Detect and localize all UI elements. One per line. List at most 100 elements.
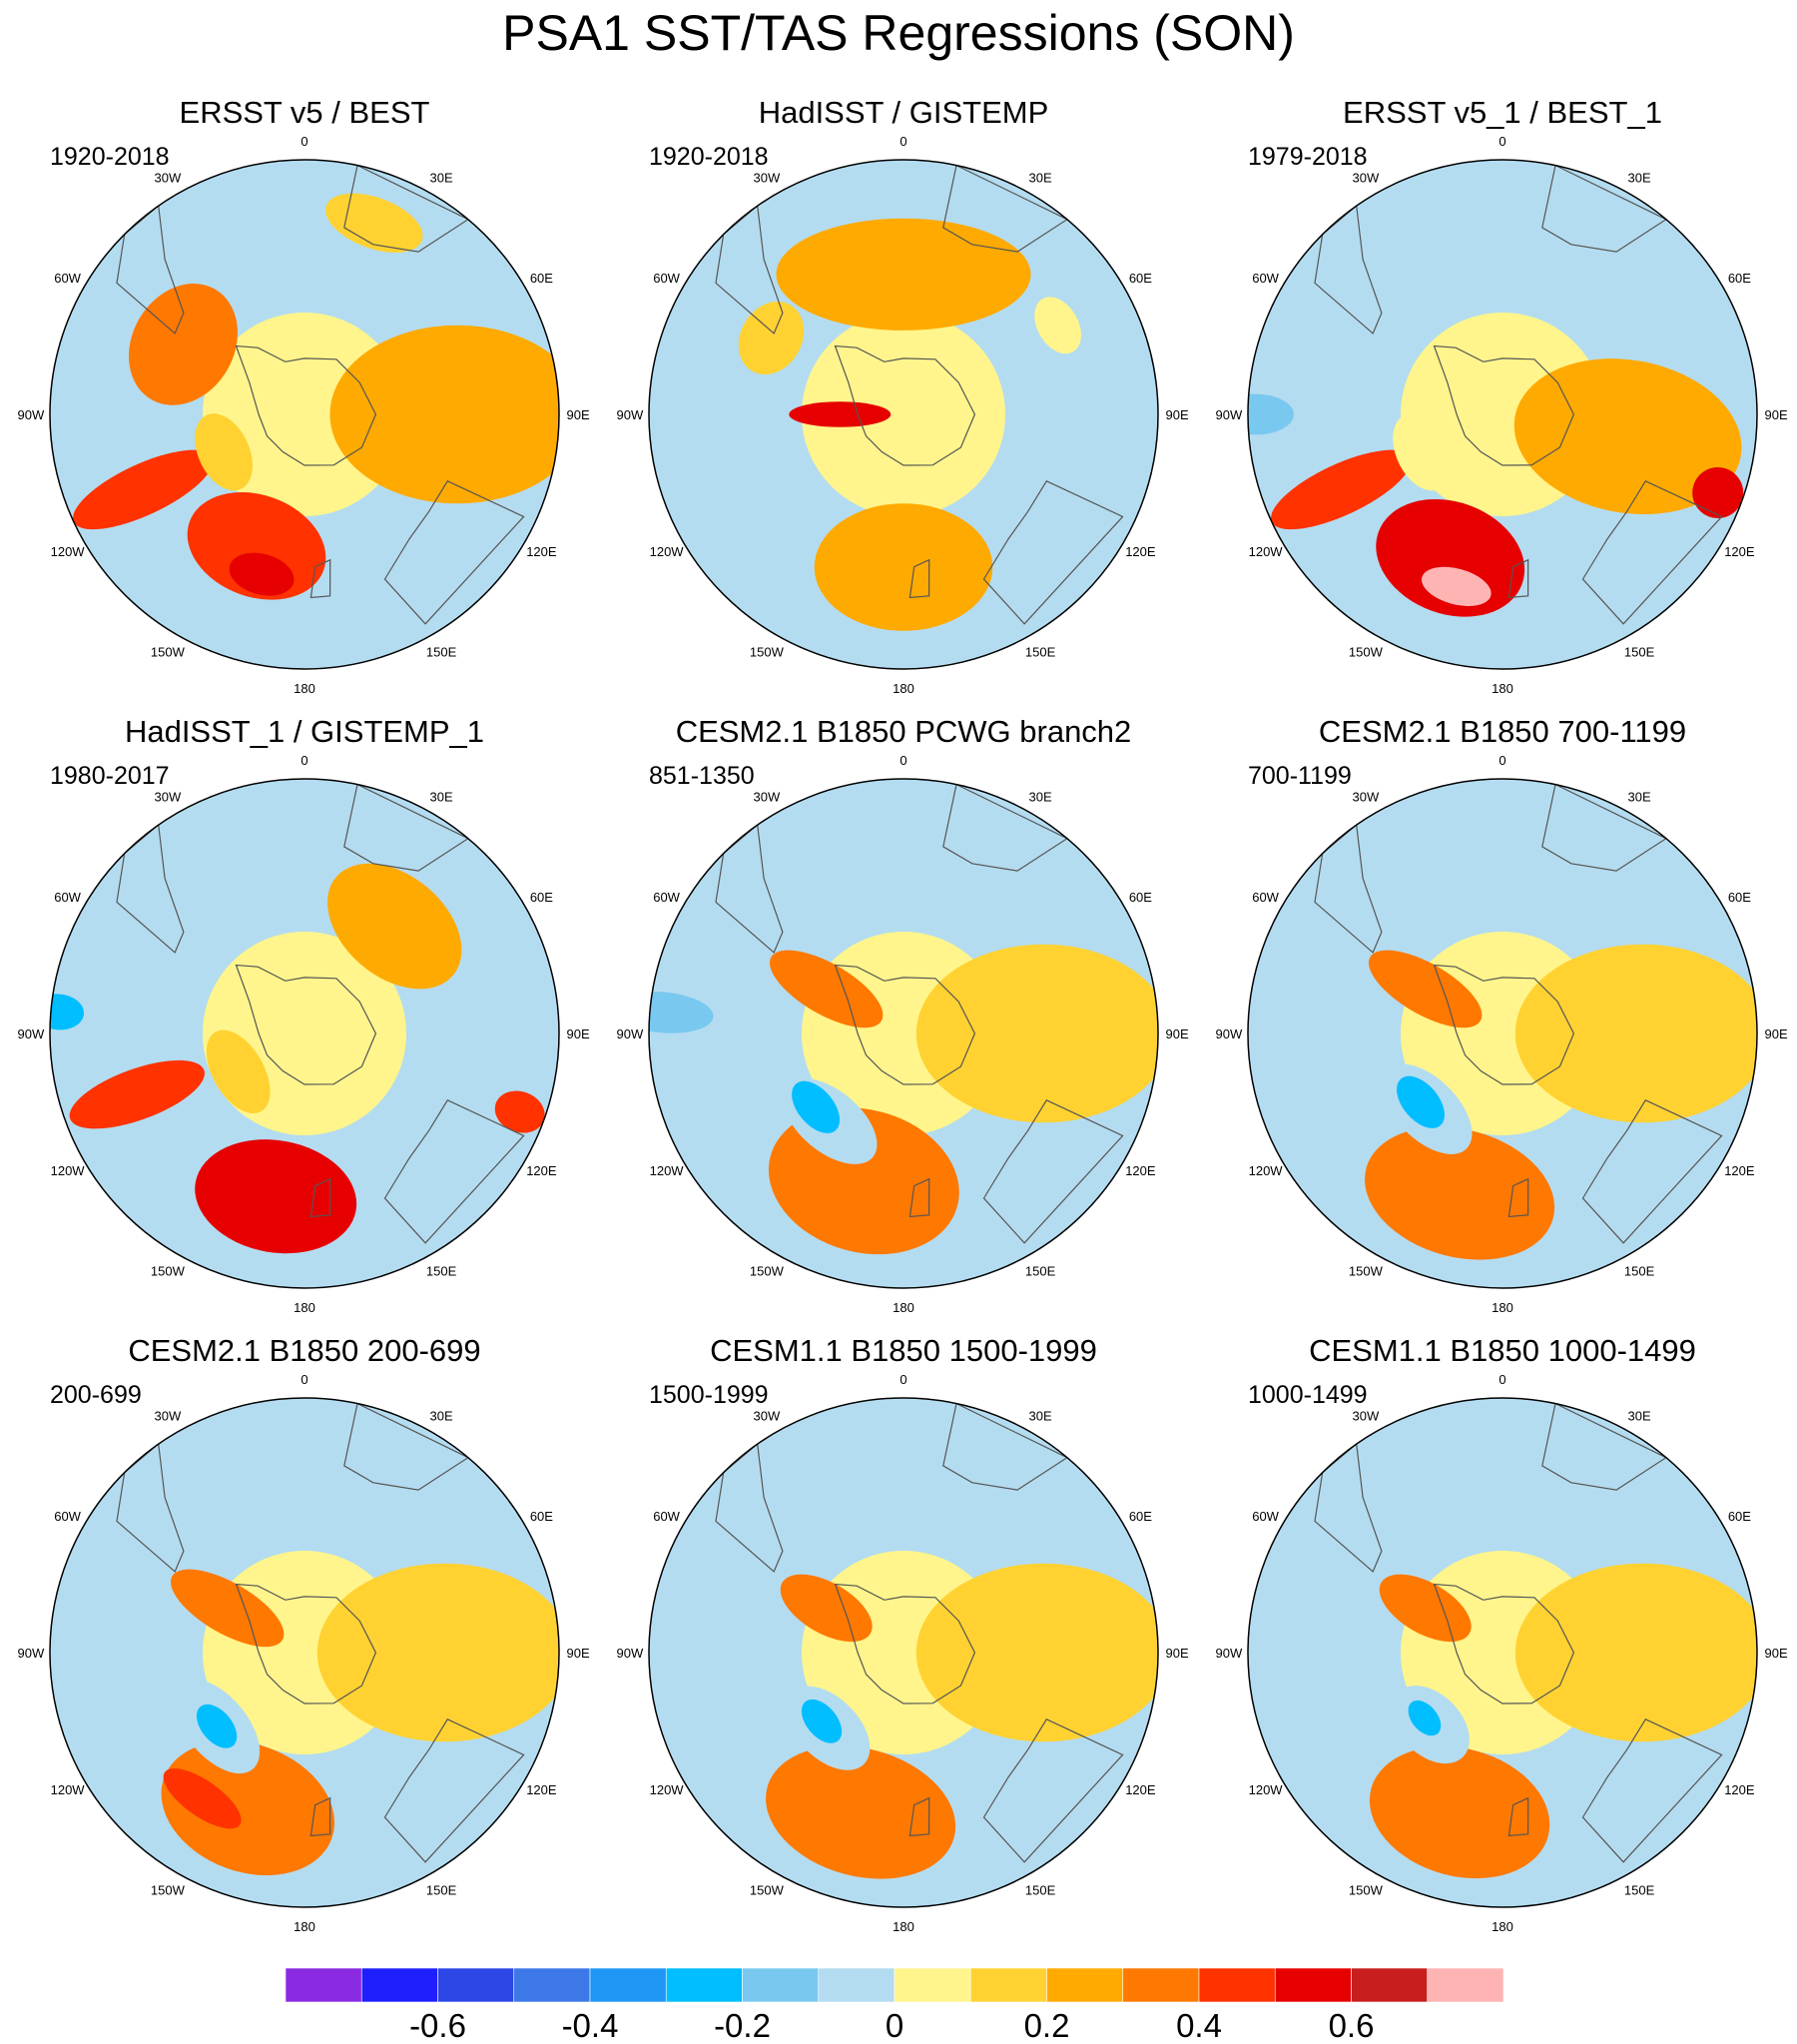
map-border [648, 778, 1159, 1289]
anomaly-blob [769, 950, 884, 1028]
colorbar-label: 0.6 [1329, 2007, 1375, 2042]
map-border [648, 1397, 1159, 1908]
longitude-label: 120E [526, 1163, 557, 1178]
longitude-label: 150W [1349, 1882, 1384, 1897]
longitude-label: 120E [1724, 1782, 1755, 1797]
new-zealand-outline [309, 1177, 331, 1218]
africa-outline [942, 1402, 1069, 1491]
antarctica-outline [834, 1583, 976, 1704]
anomaly-blob [196, 1703, 238, 1748]
longitude-label: 30E [1029, 1409, 1052, 1424]
anomaly-blob [1271, 449, 1412, 530]
longitude-label: 120W [51, 1163, 86, 1178]
colorbar-swatch [818, 1967, 896, 2003]
australia-outline [982, 480, 1124, 625]
longitude-label: 30W [754, 790, 781, 805]
longitude-label: 150E [426, 1882, 457, 1897]
new-zealand-outline [309, 558, 331, 599]
anomaly-blob [1692, 467, 1744, 518]
longitude-label: 120W [1249, 544, 1284, 559]
longitude-label: 150E [1624, 644, 1655, 659]
anomaly-blob [792, 1080, 841, 1133]
colorbar-swatch [665, 1967, 743, 2003]
longitude-label: 180 [1492, 681, 1513, 696]
anomaly-blob [1513, 358, 1742, 515]
colorbar-swatch [969, 1967, 1047, 2003]
longitude-label: 180 [893, 1919, 914, 1934]
polar-map: 0 30E 60E 90E 120E 150E 180 150W 120W 90W 60W 30W [1216, 753, 1788, 1315]
colorbar-label: 0.2 [1024, 2007, 1070, 2042]
longitude-label: 150E [1025, 1882, 1056, 1897]
anomaly-blob [1514, 944, 1757, 1123]
longitude-label: 90E [1765, 1026, 1788, 1041]
anomaly-blob [801, 1699, 843, 1743]
map-border [648, 159, 1159, 670]
africa-outline [1541, 783, 1668, 872]
anomaly-blob [1365, 1126, 1555, 1260]
panel-title: HadISST_1 / GISTEMP_1 [124, 714, 485, 749]
anomaly-blob [1034, 297, 1081, 354]
longitude-label: 60W [54, 1509, 81, 1524]
map-panel: HadISST / GISTEMP 1920-2018 0 30E 60E 90E 120E… [604, 95, 1203, 714]
longitude-label: 180 [1492, 1300, 1513, 1315]
map-border [1247, 159, 1758, 670]
anomaly-blob [50, 994, 85, 1030]
panel-period: 851-1350 [649, 762, 755, 790]
longitude-label: 90E [1765, 1646, 1788, 1661]
longitude-label: 30E [430, 171, 453, 186]
africa-outline [1541, 164, 1668, 253]
panel-title: CESM1.1 B1850 1000-1499 [1309, 1333, 1696, 1368]
anomaly-blob [649, 992, 714, 1033]
regression-field [649, 160, 1158, 669]
anomaly-blob [325, 193, 423, 253]
anomaly-blob [1248, 1013, 1312, 1054]
longitude-label: 120E [1724, 544, 1755, 559]
polar-map: 0 30E 60E 90E 120E 150E 180 150W 120W 90W 60W 30W [617, 753, 1189, 1315]
anomaly-blob [170, 1569, 285, 1648]
longitude-label: 30W [155, 1409, 182, 1424]
panel-period: 700-1199 [1248, 762, 1352, 790]
longitude-label: 0 [899, 134, 906, 149]
anomaly-blob [161, 1740, 335, 1876]
colorbar: -0.6 -0.4 -0.2 0 0.2 0.4 0.6 [286, 1967, 1504, 2042]
longitude-label: 30W [1353, 790, 1380, 805]
longitude-label: 180 [294, 681, 315, 696]
map-border [1247, 778, 1758, 1289]
longitude-label: 150W [750, 1882, 785, 1897]
antarctica-outline [834, 964, 976, 1085]
colorbar-swatch [894, 1967, 971, 2003]
longitude-label: 60W [1252, 1509, 1279, 1524]
longitude-label: 90W [617, 407, 644, 422]
australia-outline [1581, 480, 1723, 625]
longitude-label: 30W [1353, 1409, 1380, 1424]
antarctica-outline [1433, 344, 1575, 466]
colorbar-swatch [360, 1967, 438, 2003]
africa-outline [343, 1402, 470, 1491]
longitude-label: 30W [1353, 171, 1380, 186]
longitude-label: 30E [430, 1409, 453, 1424]
anomaly-blob [1368, 950, 1483, 1028]
map-border [1247, 1397, 1758, 1908]
longitude-label: 30E [1628, 171, 1651, 186]
longitude-label: 0 [899, 1372, 906, 1387]
longitude-label: 90W [1216, 1026, 1243, 1041]
australia-outline [383, 1718, 525, 1863]
anomaly-blob [206, 1029, 271, 1114]
longitude-label: 30W [754, 1409, 781, 1424]
colorbar-swatch [1274, 1967, 1352, 2003]
anomaly-blob [1397, 1075, 1445, 1128]
regression-field [1248, 160, 1757, 669]
map-panel: HadISST_1 / GISTEMP_1 1980-2017 0 30E 60E 90E… [5, 714, 604, 1333]
anomaly-blob [327, 863, 462, 990]
colorbar-swatch [1046, 1967, 1124, 2003]
longitude-label: 180 [893, 1300, 914, 1315]
longitude-label: 0 [300, 1372, 307, 1387]
longitude-label: 120E [1125, 1163, 1156, 1178]
longitude-label: 150W [151, 1263, 186, 1278]
anomaly-blob [329, 325, 559, 504]
longitude-label: 0 [300, 134, 307, 149]
map-border [49, 778, 560, 1289]
map-panel: CESM2.1 B1850 200-699 200-699 0 30E 60E 90E 12… [5, 1333, 604, 1952]
longitude-label: 180 [294, 1300, 315, 1315]
panel-title: CESM2.1 B1850 200-699 [128, 1333, 481, 1368]
